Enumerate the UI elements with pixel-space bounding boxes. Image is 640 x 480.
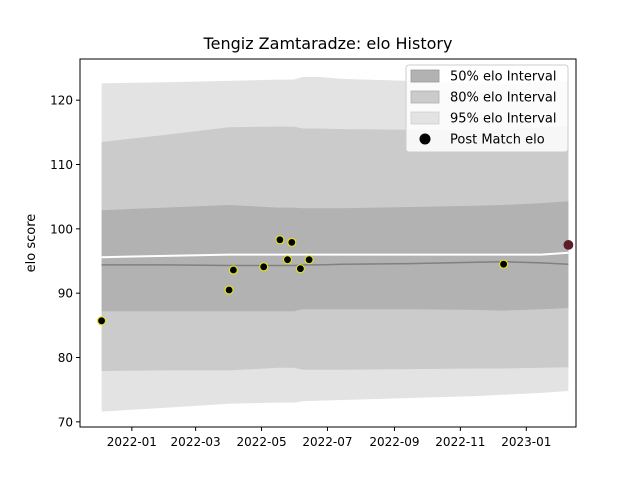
legend-swatch	[410, 111, 440, 125]
chart-title: Tengiz Zamtaradze: elo History	[203, 34, 453, 53]
legend-marker	[419, 133, 431, 145]
data-point	[228, 265, 238, 275]
x-tick-label: 2022-11	[435, 435, 485, 449]
x-axis: 2022-01 2022-03 2022-05 2022-07 2022-09 2022-…	[107, 427, 551, 449]
y-tick-label: 110	[50, 158, 73, 172]
x-tick-label: 2022-09	[369, 435, 419, 449]
match-points	[96, 235, 574, 326]
mean-line	[101, 251, 569, 259]
y-axis: 70 80 90 100 110 120	[50, 94, 80, 429]
data-point	[499, 259, 509, 269]
y-tick-label: 100	[50, 222, 73, 236]
legend-swatch	[410, 90, 440, 104]
y-tick-label: 90	[58, 287, 73, 301]
legend-label: 95% elo Interval	[450, 112, 557, 127]
legend-label: Post Match elo	[450, 133, 545, 148]
y-tick-label: 70	[58, 415, 73, 429]
legend: 50% elo Interval 80% elo Interval 95% elo …	[405, 64, 569, 153]
y-tick-label: 80	[58, 351, 73, 365]
data-point	[563, 239, 574, 250]
data-point	[282, 255, 293, 265]
plot-frame	[79, 58, 577, 428]
x-tick-label: 2022-05	[236, 435, 286, 449]
band-50	[101, 201, 569, 312]
data-point	[275, 235, 285, 245]
y-axis-label: elo score	[24, 214, 39, 273]
legend-label: 50% elo Interval	[450, 70, 557, 85]
legend-swatch	[410, 69, 440, 83]
x-tick-label: 2022-01	[107, 435, 157, 449]
data-point	[96, 316, 107, 326]
legend-box	[405, 64, 569, 153]
y-tick-label: 120	[50, 94, 73, 108]
legend-label: 80% elo Interval	[450, 91, 557, 106]
x-tick-label: 2022-03	[171, 435, 221, 449]
data-point	[304, 255, 314, 265]
x-tick-label: 2022-07	[302, 435, 352, 449]
interval-bands	[101, 77, 569, 412]
data-point	[287, 237, 297, 247]
data-point	[224, 285, 234, 295]
data-point	[259, 262, 269, 272]
data-point	[295, 264, 305, 274]
x-tick-label: 2023-01	[501, 435, 551, 449]
